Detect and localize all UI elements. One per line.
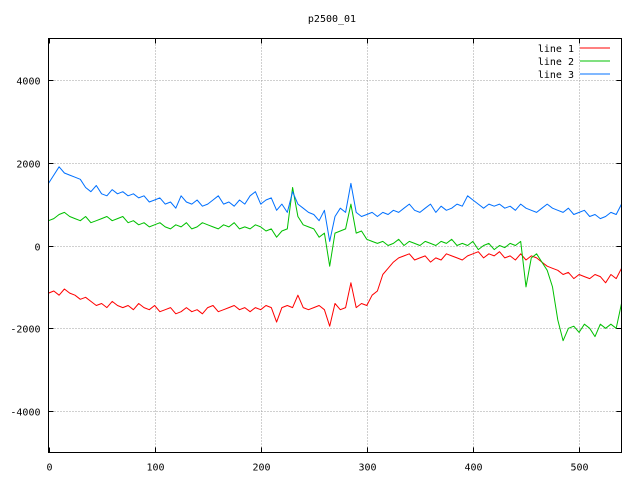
y-tick-label: -4000 [10,408,40,419]
series-layer [48,166,622,342]
y-tick-label: 2000 [16,160,40,171]
series-line-3 [48,166,622,242]
y-tick-label: 4000 [16,77,40,88]
series-line-2 [48,187,622,342]
plot-frame [48,38,622,453]
x-tick-label: 500 [570,463,588,474]
x-tick-label: 200 [252,463,270,474]
legend-label-1: line 1 [538,44,574,55]
chart-title: p2500_01 [308,14,356,25]
x-tick-label: 100 [146,463,164,474]
legend-label-3: line 3 [538,70,574,81]
series-line-1 [48,251,622,327]
x-tick-label: 300 [358,463,376,474]
y-tick-label: -2000 [10,325,40,336]
x-tick-label: 0 [46,463,52,474]
legend-label-2: line 2 [538,57,574,68]
tick-layer: 0 100 200 300 400 500 -4000 -2000 0 2000 4000 [10,38,622,474]
y-tick-label: 0 [34,243,40,254]
x-tick-label: 400 [464,463,482,474]
legend: line 1 line 2 line 3 [538,44,610,81]
grid-layer [48,38,622,453]
